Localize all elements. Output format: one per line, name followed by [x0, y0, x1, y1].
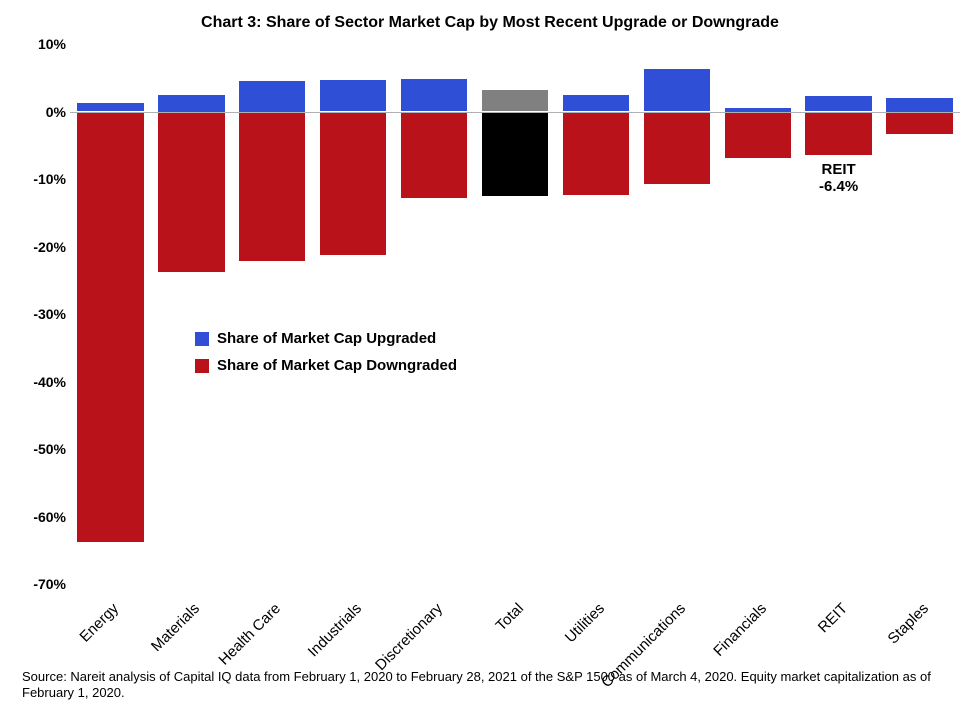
legend-label: Share of Market Cap Downgraded — [217, 357, 457, 374]
bar-downgraded — [563, 112, 629, 195]
bar-downgraded — [320, 112, 386, 256]
y-tick-label: -20% — [6, 239, 66, 255]
y-tick-label: -30% — [6, 306, 66, 322]
bar-downgraded — [239, 112, 305, 262]
y-tick-label: 10% — [6, 36, 66, 52]
bar-downgraded — [401, 112, 467, 198]
plot-area — [70, 44, 960, 584]
legend-item: Share of Market Cap Downgraded — [195, 357, 457, 374]
y-tick-label: -50% — [6, 441, 66, 457]
legend-swatch — [195, 332, 209, 346]
bar-downgraded — [886, 112, 952, 134]
bar-downgraded — [725, 112, 791, 159]
bar-upgraded — [563, 95, 629, 111]
bar-upgraded — [886, 98, 952, 112]
bar-upgraded — [77, 103, 143, 111]
bar-upgraded — [401, 79, 467, 111]
legend-swatch — [195, 359, 209, 373]
source-note: Source: Nareit analysis of Capital IQ da… — [22, 669, 958, 702]
bar-downgraded — [77, 112, 143, 543]
y-tick-label: -60% — [6, 509, 66, 525]
legend: Share of Market Cap Upgraded Share of Mar… — [195, 330, 457, 384]
bar-upgraded — [644, 69, 710, 112]
bar-upgraded — [805, 96, 871, 112]
legend-item: Share of Market Cap Upgraded — [195, 330, 457, 347]
chart-title: Chart 3: Share of Sector Market Cap by M… — [0, 14, 980, 32]
bar-downgraded — [644, 112, 710, 185]
bar-upgraded — [320, 80, 386, 112]
y-tick-label: 0% — [6, 104, 66, 120]
bar-upgraded — [482, 90, 548, 112]
y-tick-label: -40% — [6, 374, 66, 390]
chart-container: Chart 3: Share of Sector Market Cap by M… — [0, 0, 980, 711]
bar-downgraded — [482, 112, 548, 196]
y-tick-label: -10% — [6, 171, 66, 187]
legend-label: Share of Market Cap Upgraded — [217, 330, 436, 347]
zero-gridline — [70, 112, 960, 113]
bar-upgraded — [239, 81, 305, 111]
bar-annotation-reit: REIT-6.4% — [805, 161, 871, 196]
y-tick-label: -70% — [6, 576, 66, 592]
bar-downgraded — [805, 112, 871, 155]
bar-downgraded — [158, 112, 224, 273]
bar-upgraded — [158, 95, 224, 112]
